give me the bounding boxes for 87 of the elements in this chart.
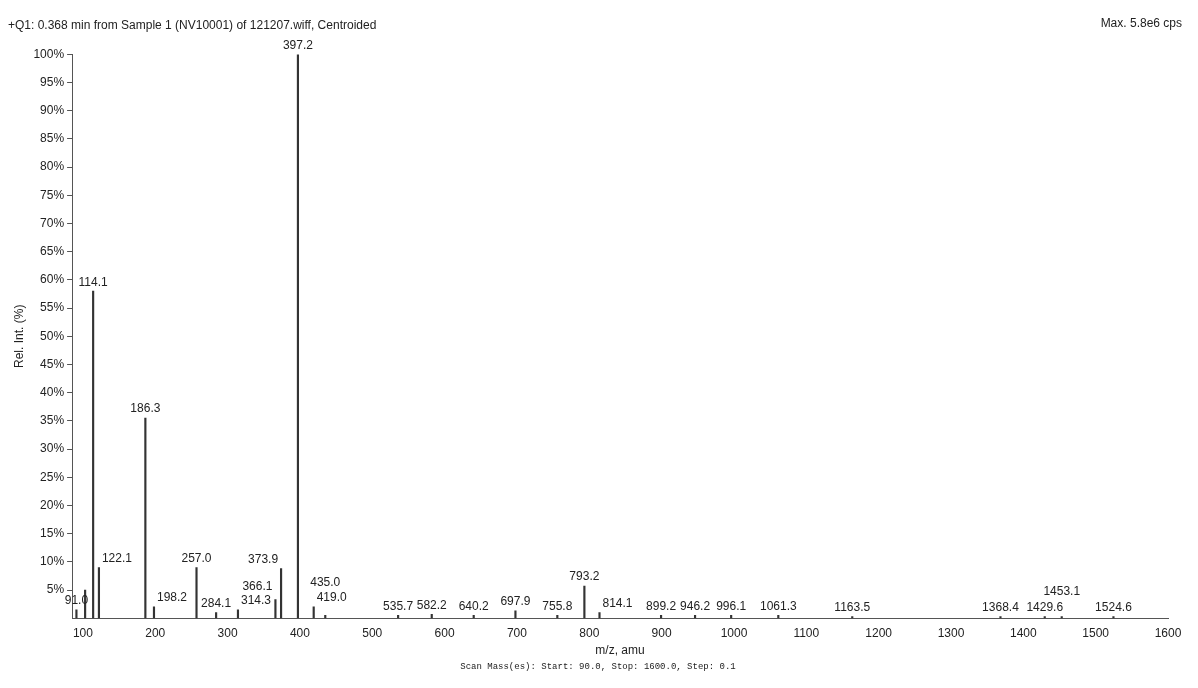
annotation: 419.0: [316, 590, 348, 605]
y-tick-label: 30%: [40, 441, 65, 456]
annotation: 1453.1: [1043, 583, 1081, 598]
y-tick-label: 100%: [33, 46, 65, 61]
x-tick-label: 1400: [1009, 625, 1037, 640]
y-tick-label: 95%: [40, 74, 65, 89]
annotation: 397.2: [282, 37, 314, 52]
bar: [583, 585, 586, 619]
x-axis-title: m/z, amu: [595, 643, 645, 658]
x-tick-label: 1500: [1082, 625, 1110, 640]
text: Max. 5.8e6 cps: [1100, 16, 1182, 30]
bar: [92, 290, 95, 619]
annotation: 373.9: [248, 551, 279, 566]
x-tick-label: 800: [579, 625, 600, 640]
y-tick-label: 10%: [40, 554, 65, 569]
y-tick-label: 70%: [40, 215, 65, 230]
text: Scan Mass(es): Start: 90.0, Stop: 1600.0, Step: 0.1: [459, 662, 737, 672]
y-tick-label: 15%: [40, 525, 65, 540]
bar: [274, 599, 277, 619]
annotation: 996.1: [716, 598, 747, 613]
y-tick-label: 85%: [40, 131, 65, 146]
y-tick-label: 55%: [40, 300, 65, 315]
y-tick-label: 65%: [40, 244, 65, 259]
x-tick-label: 1000: [720, 625, 748, 640]
bar: [215, 612, 218, 619]
annotation: 755.8: [542, 598, 573, 613]
annotation: 314.3: [240, 593, 272, 608]
y-tick-label: 75%: [40, 187, 65, 202]
bar: [97, 567, 101, 619]
y-tick-label: 90%: [40, 103, 65, 118]
x-tick-label: 500: [362, 625, 383, 640]
annotation: 122.1: [101, 550, 133, 565]
bar: [598, 612, 601, 619]
annotation: 535.7: [383, 598, 414, 613]
annotation: 582.2: [416, 597, 448, 612]
bar: [1043, 616, 1046, 619]
bar: [1060, 616, 1063, 619]
bar: [279, 568, 283, 619]
y-tick-label: 50%: [40, 328, 65, 343]
x-tick-label: 300: [217, 625, 238, 640]
y-tick-label: 35%: [40, 413, 65, 428]
chart-title: +Q1: 0.368 min from Sample 1 (NV10001) of 121207.wiff, Centroided: [8, 17, 377, 32]
x-tick-label: 900: [651, 625, 672, 640]
bar: [1112, 616, 1115, 619]
annotation: 366.1: [242, 578, 273, 593]
bar: [851, 616, 854, 619]
x-tick-label: 100: [72, 625, 94, 640]
annotation: 814.1: [602, 595, 633, 610]
x-tick-label: 1300: [937, 625, 965, 640]
y-tick-label: 20%: [40, 497, 65, 512]
annotation: 186.3: [130, 401, 161, 416]
x-tick-label: 200: [145, 625, 166, 640]
x-tick-label: 1600: [1154, 625, 1182, 640]
y-tick-label: 40%: [40, 384, 65, 399]
annotation: 257.0: [181, 550, 212, 565]
annotation: 793.2: [569, 569, 600, 584]
annotation: 435.0: [310, 574, 341, 589]
annotation: 1368.4: [982, 599, 1020, 614]
y-tick-label: 45%: [40, 356, 65, 371]
x-tick-label: 700: [506, 625, 528, 640]
bar: [144, 417, 147, 619]
x-tick-label: 600: [434, 625, 455, 640]
y-axis-title: Rel. Int. (%): [11, 304, 26, 368]
annotation: 697.9: [500, 594, 531, 609]
x-tick-label: 1200: [865, 625, 893, 640]
annotation: 114.1: [78, 274, 109, 289]
bar: [296, 54, 300, 619]
y-tick-label: 80%: [40, 159, 65, 174]
x-tick-label: 400: [289, 625, 311, 640]
annotation: 946.2: [680, 598, 711, 613]
y-tick-label: 5%: [46, 582, 65, 597]
annotation: 1524.6: [1095, 599, 1133, 614]
bar: [195, 567, 198, 619]
bar: [999, 616, 1002, 619]
bar: [514, 610, 517, 619]
annotation: 640.2: [458, 598, 490, 613]
y-tick-label: 25%: [40, 469, 65, 484]
annotation: 1061.3: [759, 598, 797, 613]
y-tick-label: 60%: [40, 272, 65, 287]
annotation: 284.1: [201, 595, 232, 610]
annotation: 1429.6: [1026, 599, 1064, 614]
annotation: 198.2: [156, 590, 188, 605]
annotation: 1163.5: [834, 599, 871, 614]
annotation: 899.2: [646, 598, 677, 613]
bar: [75, 609, 78, 619]
bar: [236, 609, 240, 619]
x-tick-label: 1100: [793, 625, 820, 640]
